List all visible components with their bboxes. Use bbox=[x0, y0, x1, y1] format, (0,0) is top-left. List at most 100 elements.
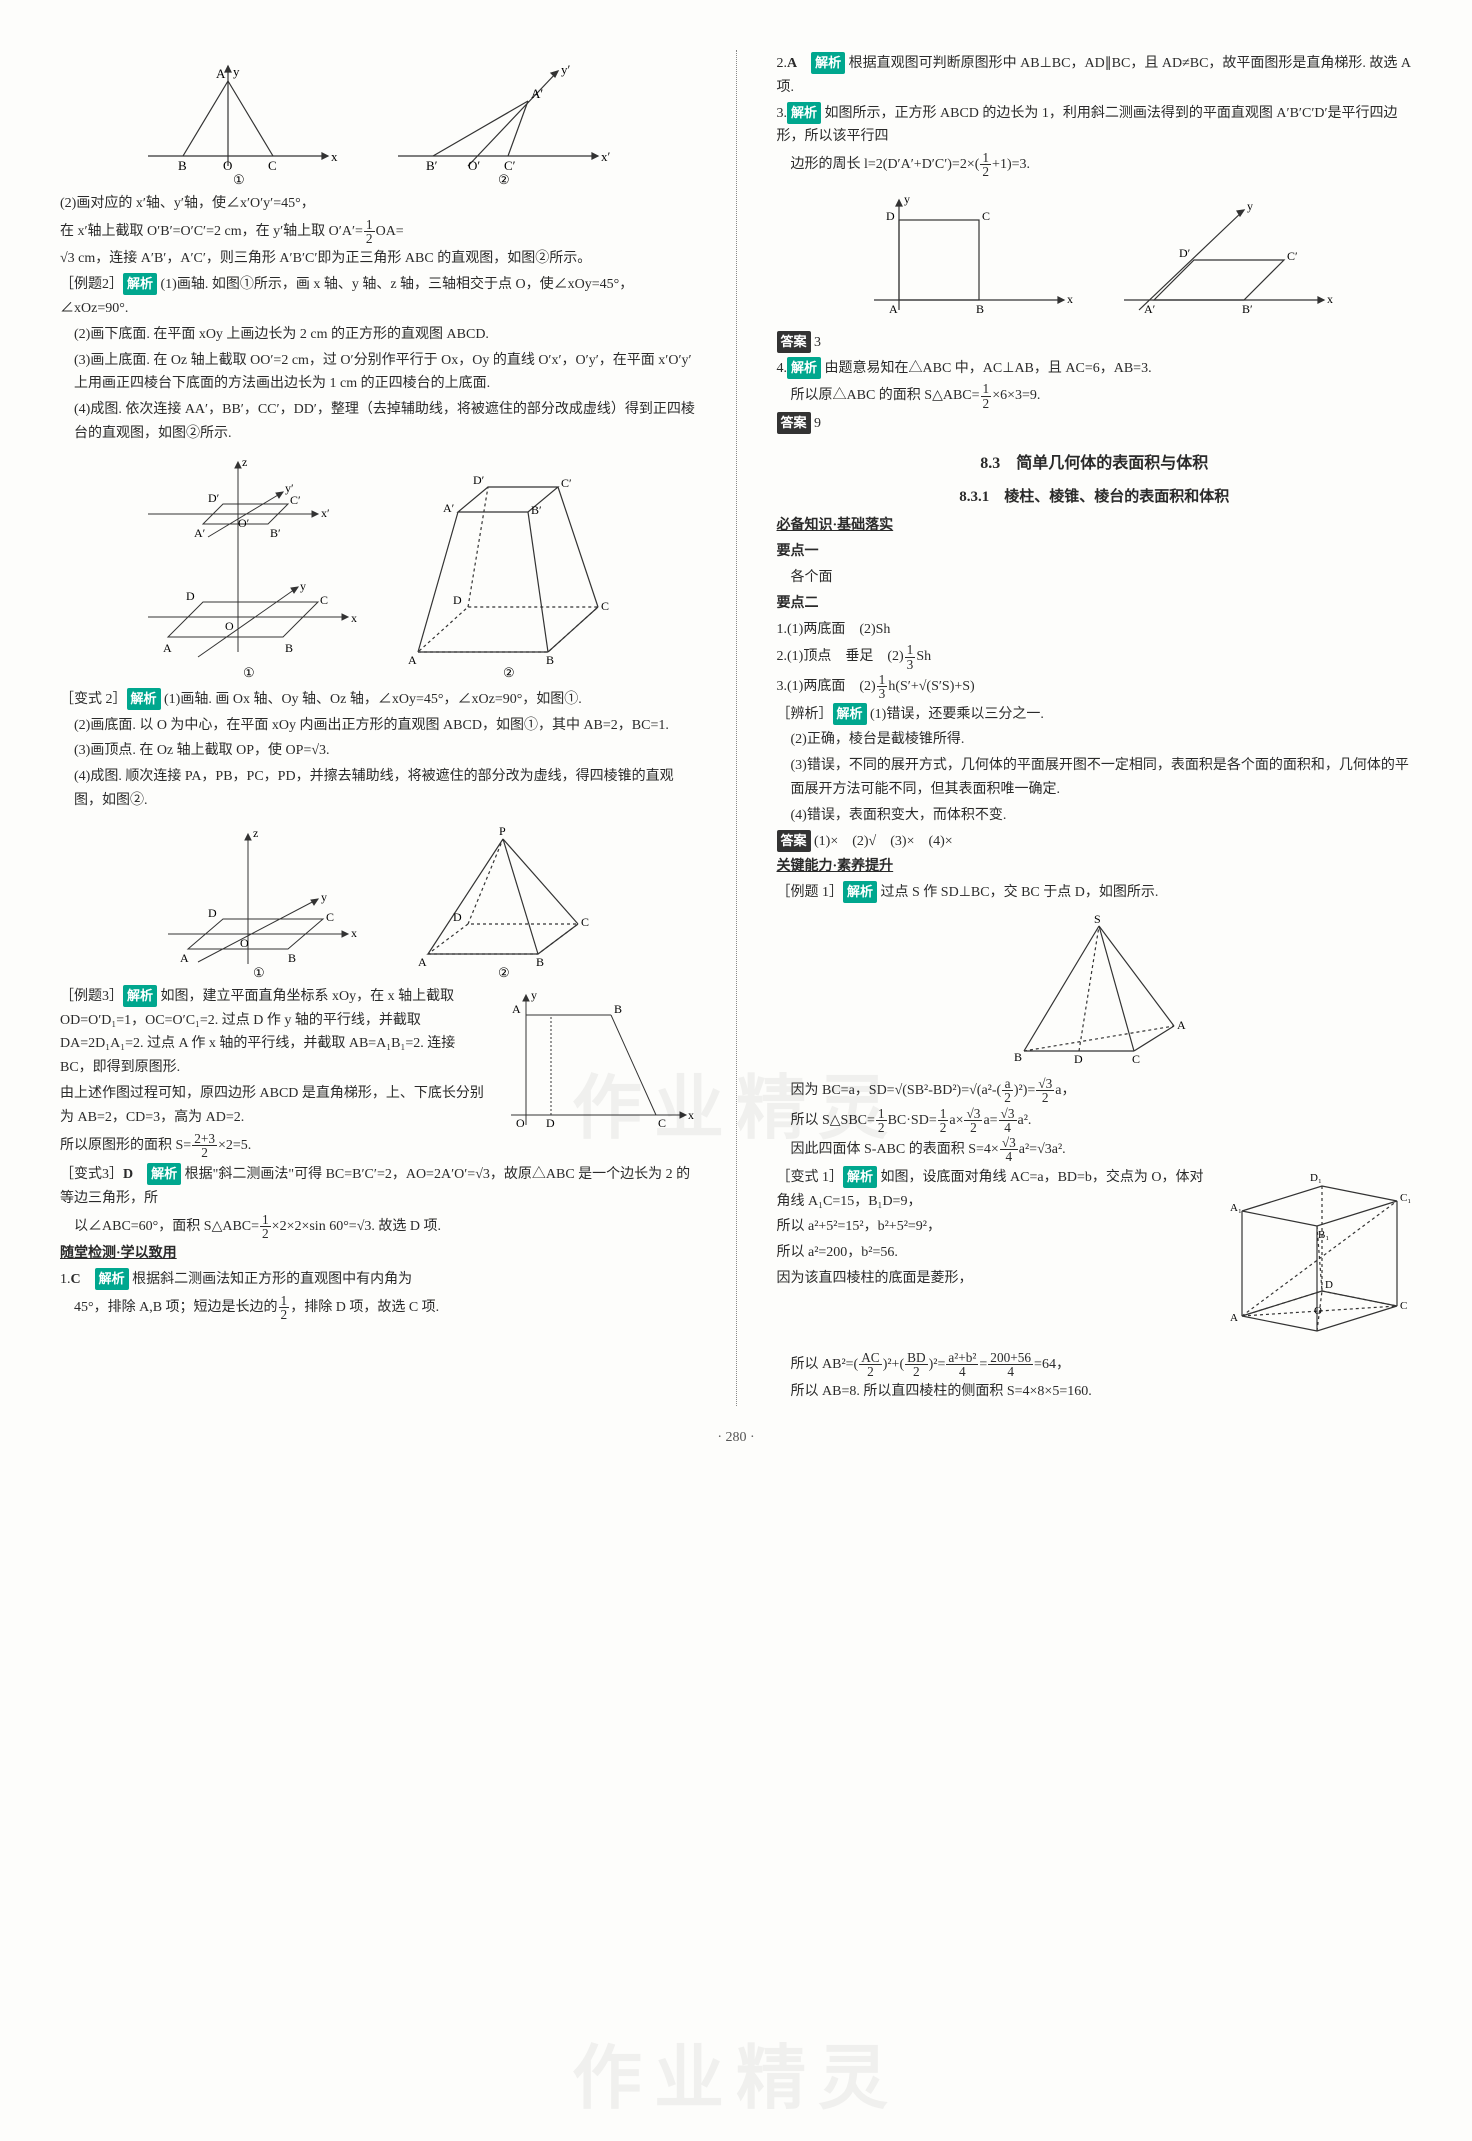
q4-answer: 答案 9 bbox=[777, 412, 1413, 436]
text: (3)画顶点. 在 Oz 轴上截取 OP，使 OP=√3. bbox=[60, 739, 696, 763]
text: (4)成图. 依次连接 AA′，BB′，CC′，DD′，整理（去掉辅助线，将被遮… bbox=[60, 398, 696, 446]
svg-text:C: C bbox=[326, 910, 334, 924]
q2: 2.A 解析 根据直观图可判断原图形中 AB⊥BC，AD∥BC，且 AD≠BC，… bbox=[777, 52, 1413, 100]
svg-text:y: y bbox=[233, 64, 240, 79]
svg-text:A: A bbox=[889, 302, 898, 316]
tag-analysis: 解析 bbox=[843, 1166, 877, 1188]
lbl: A bbox=[216, 66, 226, 81]
svg-text:C: C bbox=[1132, 1052, 1140, 1066]
tag-analysis: 解析 bbox=[787, 357, 821, 379]
svg-text:A′: A′ bbox=[443, 501, 455, 515]
tag-analysis: 解析 bbox=[147, 1163, 181, 1185]
left-column: A y B O C x ① A′ y′ B′ O′ C′ x′ ② (2)画对应… bbox=[60, 50, 696, 1406]
svg-text:D: D bbox=[453, 910, 462, 924]
text: 3.(1)两底面 (2)13h(S′+√(S′S)+S) bbox=[777, 673, 1413, 701]
svg-text:C: C bbox=[320, 593, 328, 607]
svg-text:x: x bbox=[688, 1108, 694, 1122]
text: (2)正确，棱台是截棱锥所得. bbox=[777, 728, 1413, 752]
svg-text:B: B bbox=[614, 1002, 622, 1016]
text: 以∠ABC=60°，面积 S△ABC=12×2×2×sin 60°=√3. 故选… bbox=[60, 1213, 696, 1241]
text: (2)画下底面. 在平面 xOy 上画边长为 2 cm 的正方形的直观图 ABC… bbox=[60, 323, 696, 347]
svg-text:B: B bbox=[536, 955, 544, 969]
svg-text:B′: B′ bbox=[426, 158, 438, 173]
svg-text:y′: y′ bbox=[285, 481, 294, 495]
svg-text:x: x bbox=[351, 611, 357, 625]
text: 所以 S△SBC=12BC·SD=12a×√32a=√34a². bbox=[777, 1107, 1413, 1135]
q4: 4.解析 由题意易知在△ABC 中，AC⊥AB，且 AC=6，AB=3. bbox=[777, 357, 1413, 381]
svg-text:O: O bbox=[225, 619, 234, 633]
svg-text:A₁: A₁ bbox=[1230, 1202, 1242, 1214]
text: 因此四面体 S-ABC 的表面积 S=4×√34a²=√3a². bbox=[777, 1136, 1413, 1164]
svg-text:y: y bbox=[531, 988, 537, 1002]
svg-text:C: C bbox=[1400, 1300, 1407, 1312]
tag-analysis: 解析 bbox=[787, 102, 821, 124]
svg-text:B′: B′ bbox=[531, 503, 542, 517]
text: 2.(1)顶点 垂足 (2)13Sh bbox=[777, 643, 1413, 671]
svg-text:C: C bbox=[982, 209, 990, 223]
svg-text:x: x bbox=[1327, 292, 1333, 306]
svg-text:C₁: C₁ bbox=[1400, 1192, 1411, 1204]
text: (3)错误，不同的展开方式，几何体的平面展开图不一定相同，表面积是各个面的面积和… bbox=[777, 754, 1413, 802]
svg-text:D₁: D₁ bbox=[1310, 1172, 1322, 1184]
svg-text:C′: C′ bbox=[504, 158, 516, 173]
svg-text:B: B bbox=[546, 653, 554, 667]
tag-analysis: 解析 bbox=[123, 985, 157, 1007]
tag-analysis: 解析 bbox=[833, 703, 867, 725]
page-columns: A y B O C x ① A′ y′ B′ O′ C′ x′ ② (2)画对应… bbox=[60, 50, 1412, 1406]
figure-square-parallelogram: AB CD xy A′B′ C′D′ xy bbox=[777, 185, 1413, 325]
svg-text:A′: A′ bbox=[194, 526, 206, 540]
svg-text:y: y bbox=[300, 579, 306, 593]
svg-text:O′: O′ bbox=[238, 516, 250, 530]
svg-text:②: ② bbox=[498, 172, 510, 186]
section-title: 8.3 简单几何体的表面积与体积 bbox=[777, 450, 1413, 477]
svg-text:A: A bbox=[1230, 1312, 1238, 1324]
svg-text:O: O bbox=[516, 1116, 525, 1130]
svg-text:A: A bbox=[408, 653, 417, 667]
bianxi: ［辨析］解析 (1)错误，还要乘以三分之一. bbox=[777, 703, 1413, 727]
text: √3 cm，连接 A′B′，A′C′，则三角形 A′B′C′即为正三角形 ABC… bbox=[60, 247, 696, 271]
column-divider bbox=[736, 50, 737, 1406]
svg-text:B: B bbox=[976, 302, 984, 316]
variant-3: ［变式3］D 解析 根据"斜二测画法"可得 BC=B′C′=2，AO=2A′O′… bbox=[60, 1163, 696, 1211]
figure-frustum: AB CD Ox yz A′B′ C′D′ O′x′ y′ ① AB CD A′… bbox=[60, 452, 696, 682]
svg-text:z: z bbox=[253, 826, 258, 840]
svg-text:O: O bbox=[240, 936, 249, 950]
svg-text:D: D bbox=[1325, 1279, 1333, 1291]
tag-analysis: 解析 bbox=[123, 273, 157, 295]
svg-text:O′: O′ bbox=[468, 158, 480, 173]
svg-text:C′: C′ bbox=[561, 476, 572, 490]
svg-text:x′: x′ bbox=[601, 149, 611, 164]
svg-text:C′: C′ bbox=[1287, 249, 1298, 263]
text: 所以 AB²=(AC2)²+(BD2)²=a²+b²4=200+564=64， bbox=[777, 1351, 1413, 1379]
svg-text:C: C bbox=[658, 1116, 666, 1130]
heading: 必备知识·基础落实 bbox=[777, 514, 1413, 538]
svg-text:C: C bbox=[268, 158, 277, 173]
text: 要点一 bbox=[777, 540, 1413, 564]
tag-analysis: 解析 bbox=[811, 52, 845, 74]
text: 在 x′轴上截取 O′B′=O′C′=2 cm，在 y′轴上取 O′A′=12O… bbox=[60, 218, 696, 246]
text: 各个面 bbox=[777, 566, 1413, 590]
svg-text:B: B bbox=[1314, 1335, 1321, 1336]
q1: 1.C 解析 根据斜二测画法知正方形的直观图中有内角为 bbox=[60, 1268, 696, 1292]
watermark: 作业精灵 bbox=[572, 2020, 900, 2139]
svg-text:P: P bbox=[499, 824, 506, 838]
tag-answer: 答案 bbox=[777, 331, 811, 353]
svg-text:①: ① bbox=[253, 965, 265, 979]
text: (4)错误，表面积变大，而体积不变. bbox=[777, 804, 1413, 828]
variant-2: ［变式 2］解析 (1)画轴. 画 Ox 轴、Oy 轴、Oz 轴，∠xOy=45… bbox=[60, 688, 696, 712]
svg-text:y: y bbox=[904, 192, 910, 206]
svg-text:C′: C′ bbox=[290, 493, 301, 507]
q3-answer: 答案 3 bbox=[777, 331, 1413, 355]
figure-trapezoid: AB CD Ox y bbox=[496, 985, 696, 1144]
svg-text:A: A bbox=[180, 951, 189, 965]
tag-answer: 答案 bbox=[777, 412, 811, 434]
svg-text:D′: D′ bbox=[208, 491, 220, 505]
r-variant-1: AB CD A₁B₁ C₁D₁ O ［变式 1］解析 如图，设底面对角线 AC=… bbox=[777, 1166, 1413, 1349]
svg-text:D: D bbox=[886, 209, 895, 223]
svg-text:B′: B′ bbox=[1242, 302, 1253, 316]
svg-text:②: ② bbox=[498, 965, 510, 979]
svg-text:A′: A′ bbox=[531, 86, 543, 101]
subsection-title: 8.3.1 棱柱、棱锥、棱台的表面积和体积 bbox=[777, 485, 1413, 511]
svg-text:S: S bbox=[1094, 912, 1101, 926]
svg-text:D: D bbox=[453, 593, 462, 607]
